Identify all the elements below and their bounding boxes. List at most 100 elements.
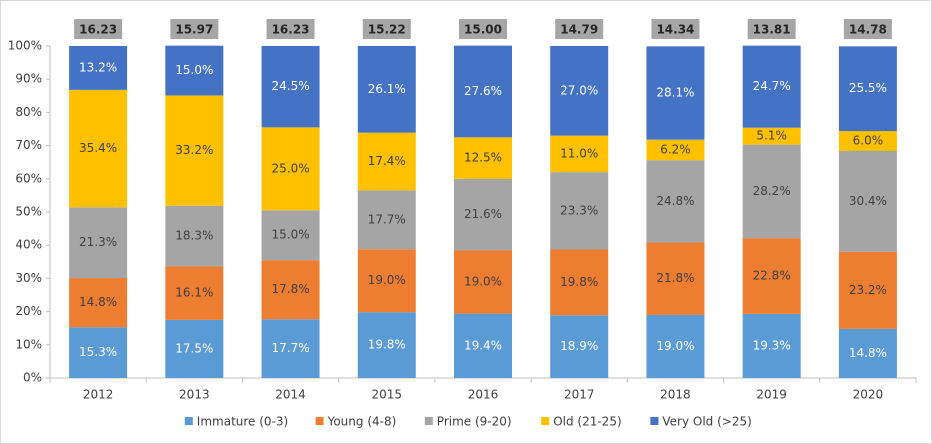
- data-label: 27.0%: [560, 83, 598, 97]
- y-tick-label: 40%: [15, 238, 42, 252]
- bar-segment: [165, 205, 224, 267]
- data-label: 27.6%: [464, 84, 502, 98]
- bar-segment: [69, 207, 128, 279]
- data-label: 23.3%: [560, 203, 598, 217]
- y-tick-label: 20%: [15, 304, 42, 318]
- x-tick-label: 2015: [372, 388, 403, 402]
- annotation-box: [555, 19, 604, 39]
- bar-segment: [69, 46, 128, 90]
- bar-segment: [357, 132, 416, 191]
- data-label: 22.8%: [753, 269, 791, 283]
- data-label: 11.0%: [560, 146, 598, 160]
- annotation-box: [747, 19, 796, 39]
- bar-segment: [550, 172, 609, 250]
- annotation: 15.97: [175, 23, 213, 37]
- annotation-box: [651, 19, 700, 39]
- annotation-box: [362, 19, 411, 39]
- legend-swatch: [541, 417, 550, 425]
- data-label: 18.3%: [175, 229, 213, 243]
- bar-segment: [838, 251, 897, 329]
- bar-segment: [550, 249, 609, 316]
- data-label: 17.7%: [271, 341, 309, 355]
- bar-segment: [742, 313, 801, 378]
- data-label: 19.0%: [368, 273, 406, 287]
- y-tick-label: 100%: [8, 39, 42, 53]
- data-label: 18.9%: [560, 339, 598, 353]
- x-tick-label: 2014: [275, 388, 306, 402]
- bar-segment: [646, 139, 705, 161]
- data-label: 13.2%: [79, 60, 117, 74]
- bar-segment: [357, 46, 416, 133]
- data-label: 19.0%: [656, 339, 694, 353]
- bar-segment: [742, 45, 801, 128]
- data-label: 6.0%: [853, 133, 884, 147]
- annotation-box: [843, 19, 892, 39]
- x-tick-label: 2012: [83, 388, 114, 402]
- data-label: 17.4%: [368, 154, 406, 168]
- data-label: 17.8%: [271, 282, 309, 296]
- data-label: 24.7%: [753, 79, 791, 93]
- bar-segment: [261, 127, 320, 211]
- data-label: 19.8%: [368, 338, 406, 352]
- data-label: 14.8%: [79, 295, 117, 309]
- data-label: 15.0%: [271, 228, 309, 242]
- bar-segment: [838, 130, 897, 151]
- bar-segment: [646, 314, 705, 378]
- y-tick-label: 80%: [15, 105, 42, 119]
- y-tick-label: 90%: [15, 72, 42, 86]
- legend-swatch: [184, 417, 193, 425]
- bar-segment: [838, 150, 897, 252]
- data-label: 28.1%: [656, 85, 694, 99]
- bar-segment: [69, 327, 128, 378]
- bar-segment: [165, 95, 224, 206]
- bar-segment: [454, 178, 512, 251]
- data-label: 25.5%: [849, 81, 887, 95]
- annotation-box: [170, 19, 219, 39]
- bar-segment: [742, 144, 801, 239]
- y-tick-label: 60%: [15, 171, 42, 185]
- y-tick-label: 70%: [15, 138, 42, 152]
- annotation-box: [266, 19, 315, 39]
- bar-segment: [454, 45, 512, 138]
- annotation-box: [74, 19, 123, 39]
- data-label: 19.0%: [464, 275, 502, 289]
- annotation-box: [459, 19, 507, 39]
- bar-segment: [550, 46, 609, 136]
- legend-swatch: [650, 417, 659, 425]
- data-label: 33.2%: [175, 143, 213, 157]
- annotation: 15.00: [464, 23, 502, 37]
- data-label: 15.3%: [79, 345, 117, 359]
- data-label: 5.1%: [756, 129, 787, 143]
- data-label: 26.1%: [368, 82, 406, 96]
- bar-segment: [165, 319, 224, 378]
- bar-segment: [646, 160, 705, 243]
- bar-segment: [357, 312, 416, 378]
- data-label: 6.2%: [660, 142, 691, 156]
- legend-label: Very Old (>25): [662, 415, 751, 429]
- legend-swatch: [315, 417, 324, 425]
- bar-segment: [165, 266, 224, 320]
- data-label: 19.3%: [753, 338, 791, 352]
- bar-segment: [838, 46, 897, 131]
- legend-label: Immature (0-3): [197, 415, 288, 429]
- bar-segment: [357, 249, 416, 313]
- x-tick-label: 2016: [468, 388, 499, 402]
- data-label: 19.8%: [560, 275, 598, 289]
- bar-segment: [357, 190, 416, 250]
- bar-segment: [261, 210, 320, 261]
- bar-segment: [550, 135, 609, 173]
- x-tick-label: 2017: [564, 388, 595, 402]
- legend-label: Old (21-25): [553, 415, 621, 429]
- legend-label: Young (4-8): [327, 415, 397, 429]
- data-label: 12.5%: [464, 151, 502, 165]
- bar-segment: [838, 328, 897, 378]
- data-label: 21.6%: [464, 207, 502, 221]
- data-label: 35.4%: [79, 141, 117, 155]
- bar-segment: [261, 46, 320, 128]
- data-label: 30.4%: [849, 194, 887, 208]
- data-label: 23.2%: [849, 283, 887, 297]
- data-label: 25.0%: [271, 161, 309, 175]
- data-label: 21.8%: [656, 271, 694, 285]
- bar-segment: [742, 238, 801, 314]
